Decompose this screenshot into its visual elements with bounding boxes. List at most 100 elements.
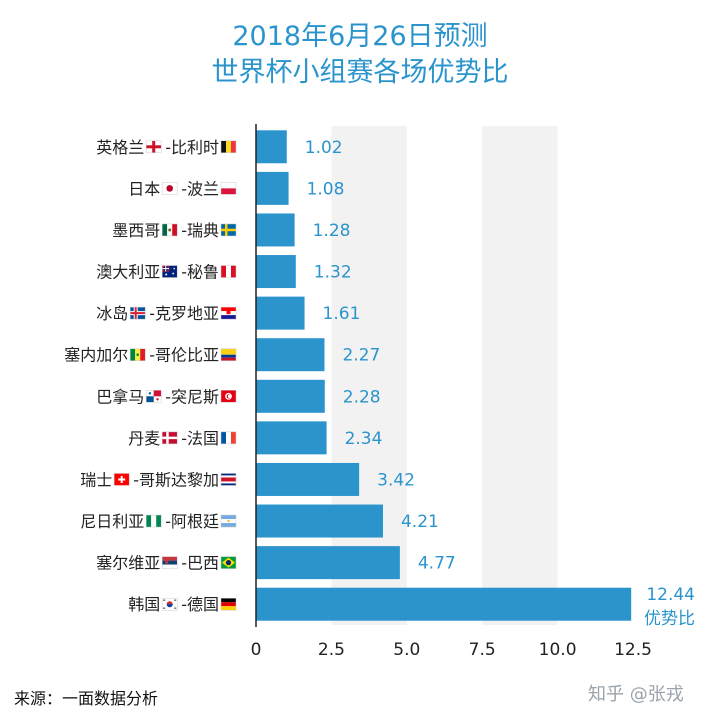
belgium-flag-icon xyxy=(220,140,237,154)
x-tick-label-1: 2.5 xyxy=(318,640,345,660)
bar-3 xyxy=(256,255,296,289)
tunisia-flag-icon xyxy=(220,390,237,403)
watermark: 知乎 @张戎 xyxy=(588,684,684,705)
team2-name: 哥斯达黎加 xyxy=(139,470,219,489)
value-label-8: 3.42 xyxy=(377,470,415,490)
grid-band xyxy=(482,126,558,625)
value-label-6: 2.28 xyxy=(343,387,381,407)
bar-6 xyxy=(256,379,325,413)
team1-name: 丹麦 xyxy=(128,429,160,448)
value-label-suffix: 优势比 xyxy=(644,609,695,629)
x-tick-label-4: 10.0 xyxy=(539,640,577,660)
value-label-11: 12.44 xyxy=(646,585,695,605)
team2-name: 瑞典 xyxy=(187,221,219,240)
team2-name: 比利时 xyxy=(171,138,219,157)
separator: - xyxy=(181,221,187,240)
value-label-0: 1.02 xyxy=(305,138,343,158)
australia-flag-icon xyxy=(161,265,178,278)
category-label-2: 瑞典 - 墨西哥 xyxy=(112,221,237,240)
argentina-flag-icon xyxy=(220,514,237,528)
peru-flag-icon xyxy=(220,265,237,278)
category-label-9: 阿根廷 - 尼日利亚 xyxy=(80,512,237,531)
bar-9 xyxy=(256,504,383,538)
senegal-flag-icon xyxy=(129,348,146,361)
value-label-4: 1.61 xyxy=(323,304,361,324)
team2-name: 波兰 xyxy=(187,179,219,198)
value-label-2: 1.28 xyxy=(313,221,351,241)
team2-name: 德国 xyxy=(187,595,219,614)
category-label-6: 突尼斯 - 巴拿马 xyxy=(96,387,237,406)
bar-1 xyxy=(256,171,289,205)
category-label-8: 哥斯达黎加 - 瑞士 xyxy=(80,470,237,489)
bar-8 xyxy=(256,462,360,496)
bar-4 xyxy=(256,296,305,330)
source-note: 来源：一面数据分析 xyxy=(14,689,159,708)
x-tick-label-0: 0 xyxy=(251,640,262,660)
team1-name: 墨西哥 xyxy=(112,221,160,240)
mexico-flag-icon xyxy=(161,223,178,237)
bar-5 xyxy=(256,338,325,372)
bar-0 xyxy=(256,130,287,164)
england-flag-icon xyxy=(145,140,162,154)
category-label-10: 巴西 - 塞尔维亚 xyxy=(96,554,237,573)
separator: - xyxy=(181,429,187,448)
team2-name: 秘鲁 xyxy=(187,263,219,282)
category-label-1: 波兰 - 日本 xyxy=(128,179,237,198)
team1-name: 韩国 xyxy=(128,595,160,614)
nigeria-flag-icon xyxy=(145,514,162,528)
team1-name: 澳大利亚 xyxy=(96,263,160,282)
poland-flag-icon xyxy=(220,182,237,195)
sweden-flag-icon xyxy=(220,223,237,237)
team2-name: 法国 xyxy=(187,429,219,448)
panama-flag-icon xyxy=(145,390,162,403)
bar-2 xyxy=(256,213,295,247)
separator: - xyxy=(181,595,187,614)
separator: - xyxy=(181,263,187,282)
team2-name: 哥伦比亚 xyxy=(155,346,219,365)
germany-flag-icon xyxy=(220,597,237,611)
france-flag-icon xyxy=(220,431,237,445)
bar-11 xyxy=(256,587,632,621)
bar-7 xyxy=(256,421,327,455)
korea-flag-icon xyxy=(161,597,178,611)
separator: - xyxy=(149,304,155,323)
team1-name: 塞内加尔 xyxy=(64,346,128,365)
separator: - xyxy=(165,138,171,157)
category-label-5: 哥伦比亚 - 塞内加尔 xyxy=(64,346,237,365)
brazil-flag-icon xyxy=(220,556,237,569)
category-label-3: 秘鲁 - 澳大利亚 xyxy=(96,263,237,282)
value-label-7: 2.34 xyxy=(345,429,383,449)
team2-name: 突尼斯 xyxy=(171,387,219,406)
separator: - xyxy=(165,512,171,531)
team2-name: 巴西 xyxy=(187,554,219,573)
colombia-flag-icon xyxy=(220,348,237,361)
japan-flag-icon xyxy=(161,182,178,195)
separator: - xyxy=(165,387,171,406)
chart-title-line2: 世界杯小组赛各场优势比 xyxy=(211,57,509,88)
team1-name: 尼日利亚 xyxy=(80,512,144,531)
x-tick-label-5: 12.5 xyxy=(614,640,652,660)
x-tick-label-2: 5.0 xyxy=(393,640,420,660)
category-label-0: 比利时 - 英格兰 xyxy=(96,138,237,157)
value-label-9: 4.21 xyxy=(401,512,439,532)
denmark-flag-icon xyxy=(161,431,178,445)
croatia-flag-icon xyxy=(220,306,237,320)
team1-name: 英格兰 xyxy=(96,138,144,157)
value-label-5: 2.27 xyxy=(342,346,380,366)
value-label-1: 1.08 xyxy=(307,179,345,199)
value-label-10: 4.77 xyxy=(418,554,456,574)
bar-10 xyxy=(256,546,400,580)
value-label-3: 1.32 xyxy=(314,263,352,283)
team1-name: 瑞士 xyxy=(80,470,112,489)
team1-name: 塞尔维亚 xyxy=(96,554,160,573)
category-label-4: 克罗地亚 - 冰岛 xyxy=(96,304,237,323)
costa-rica-flag-icon xyxy=(220,473,237,486)
category-label-11: 德国 - 韩国 xyxy=(128,595,237,614)
team1-name: 日本 xyxy=(128,179,160,198)
iceland-flag-icon xyxy=(129,306,146,320)
grid-band xyxy=(331,126,407,625)
team1-name: 冰岛 xyxy=(96,304,128,323)
chart-title-line1: 2018年6月26日预测 xyxy=(232,21,488,52)
separator: - xyxy=(181,554,187,573)
